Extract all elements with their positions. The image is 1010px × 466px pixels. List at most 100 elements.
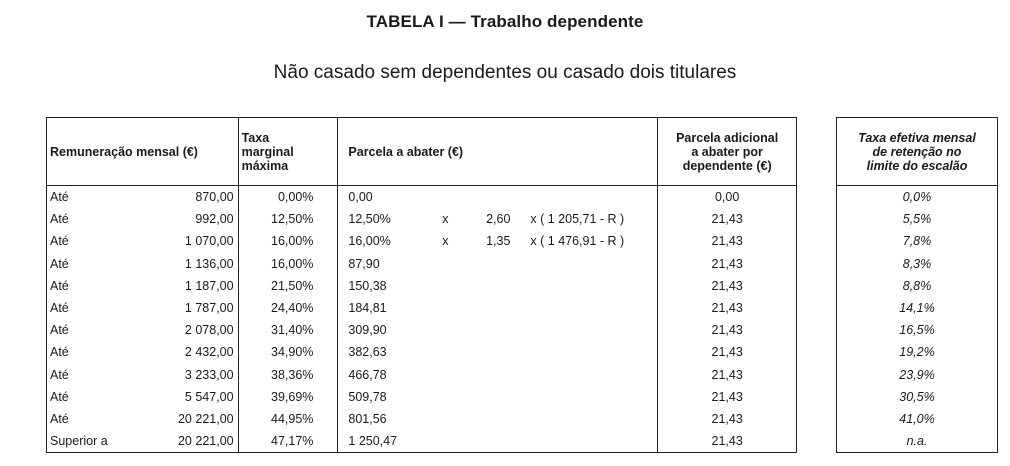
parcela-cell: 12,50% x 2,60 x ( 1 205,71 - R ) (337, 208, 659, 231)
table-row: Até 1 787,00 24,40% 184,81 21,43 (47, 296, 797, 320)
header-efetiva-line: Taxa efetiva mensal (858, 130, 976, 145)
bracket-value: 1 187,00 (168, 274, 239, 297)
table-row: 41,0% (837, 408, 998, 430)
effective-rate: 16,5% (899, 323, 935, 338)
dependent-deduction: 0,00 (714, 190, 740, 205)
bracket-value: 1 070,00 (168, 230, 239, 253)
table-row: 16,5% (837, 319, 998, 341)
effective-rate: 41,0% (899, 411, 935, 426)
times-sign: x (442, 212, 449, 227)
parcela-value: 801,56 (348, 411, 387, 426)
parcela-value: 150,38 (348, 278, 387, 293)
table-row: Superior a 20 221,00 47,17% 1 250,47 21,43 (47, 430, 797, 453)
table-row: Até 5 547,00 39,69% 509,78 21,43 (47, 385, 797, 408)
table-row: 19,2% (837, 341, 998, 363)
table-row: Até 2 078,00 31,40% 309,90 21,43 (47, 319, 797, 342)
table-row: n.a. (837, 430, 998, 453)
header-efetiva-line: de retenção no (872, 144, 962, 159)
parcela-factor: 1,35 (486, 234, 511, 249)
table-row: Até 870,00 0,00% 0,00 0,00 (47, 185, 797, 209)
parcela-cell: 1 250,47 (337, 430, 659, 453)
table-row: Até 20 221,00 44,95% 801,56 21,43 (47, 407, 797, 431)
table-row: Até 1 136,00 16,00% 87,90 21,43 (47, 252, 797, 275)
parcela-cell: 16,00% x 1,35 x ( 1 476,91 - R ) (337, 230, 659, 253)
table-row: Até 2 432,00 34,90% 382,63 21,43 (47, 341, 797, 364)
bracket-label: Até (50, 212, 69, 227)
effective-rate: 23,9% (899, 367, 935, 382)
table-row: 8,8% (837, 275, 998, 297)
dependent-deduction: 21,43 (711, 212, 743, 227)
table-header-row: Remuneração mensal (€) Taxa marginal máx… (46, 117, 797, 186)
parcela-value: 1 250,47 (348, 434, 398, 449)
marginal-rate: 21,50% (238, 274, 339, 297)
parcela-cell: 382,63 (337, 341, 659, 364)
dependent-deduction: 21,43 (711, 234, 743, 249)
header-remuneracao: Remuneração mensal (€) (46, 117, 239, 186)
marginal-rate: 31,40% (238, 319, 339, 342)
bracket-value: 3 233,00 (168, 363, 239, 386)
dependent-deduction: 21,43 (711, 323, 743, 338)
parcela-value: 509,78 (348, 389, 387, 404)
table-row: 30,5% (837, 386, 998, 408)
bracket-label: Até (50, 190, 69, 205)
parcela-value: 309,90 (348, 323, 387, 338)
header-adicional-line: a abater por (691, 144, 763, 159)
effective-rate: 14,1% (899, 301, 935, 316)
parcela-value: 382,63 (348, 345, 387, 360)
marginal-rate: 0,00% (238, 185, 339, 209)
effective-rate: n.a. (906, 434, 928, 449)
parcela-value: 466,78 (348, 367, 387, 382)
parcela-factor: 2,60 (486, 212, 511, 227)
parcela-value: 12,50% (348, 212, 391, 227)
header-adicional-line: Parcela adicional (676, 130, 779, 145)
marginal-rate: 24,40% (238, 296, 339, 320)
bracket-label: Até (50, 256, 69, 271)
dependent-deduction: 21,43 (711, 434, 743, 449)
page-subtitle: Não casado sem dependentes ou casado doi… (273, 62, 737, 83)
marginal-rate: 47,17% (238, 430, 339, 453)
header-efetiva-line: limite do escalão (866, 158, 968, 173)
bracket-value: 20 221,00 (168, 430, 239, 453)
marginal-rate: 16,00% (238, 230, 339, 253)
bracket-value: 2 432,00 (168, 341, 239, 364)
effective-rate-table: Taxa efetiva mensal de retenção no limit… (836, 117, 998, 454)
dependent-deduction: 21,43 (711, 301, 743, 316)
header-efetiva: Taxa efetiva mensal de retenção no limit… (836, 117, 998, 186)
parcela-cell: 87,90 (337, 252, 659, 275)
parcela-formula: x ( 1 205,71 - R ) (530, 212, 625, 227)
parcela-formula: x ( 1 476,91 - R ) (530, 234, 625, 249)
table-row: 14,1% (837, 297, 998, 319)
dependent-deduction: 21,43 (711, 411, 743, 426)
table-row: Até 1 187,00 21,50% 150,38 21,43 (47, 274, 797, 297)
withholding-table: Remuneração mensal (€) Taxa marginal máx… (46, 117, 797, 454)
parcela-cell: 0,00 (337, 185, 659, 209)
bracket-value: 20 221,00 (168, 407, 239, 431)
effective-rate: 0,0% (902, 190, 932, 205)
header-parcela: Parcela a abater (€) (337, 117, 659, 186)
marginal-rate: 44,95% (238, 407, 339, 431)
bracket-value: 1 787,00 (168, 296, 239, 320)
dependent-deduction: 21,43 (711, 345, 743, 360)
side-header-row: Taxa efetiva mensal de retenção no limit… (836, 117, 998, 186)
parcela-value: 16,00% (348, 234, 391, 249)
bracket-label: Até (50, 278, 69, 293)
parcela-value: 0,00 (348, 190, 373, 205)
table-row: Até 992,00 12,50% 12,50% x 2,60 x ( 1 205,71 -… (47, 208, 797, 231)
bracket-label: Até (50, 411, 69, 426)
bracket-label: Até (50, 389, 69, 404)
parcela-value: 184,81 (348, 301, 387, 316)
bracket-value: 2 078,00 (168, 319, 239, 342)
parcela-value: 87,90 (348, 256, 380, 271)
effective-rate: 7,8% (902, 234, 932, 249)
table-row: 8,3% (837, 253, 998, 275)
bracket-label: Até (50, 367, 69, 382)
parcela-cell: 184,81 (337, 296, 659, 320)
effective-rate: 8,3% (902, 256, 932, 271)
bracket-value: 5 547,00 (168, 385, 239, 408)
table-row: 23,9% (837, 364, 998, 386)
header-adicional: Parcela adicional a abater por dependent… (657, 117, 797, 186)
bracket-label: Até (50, 323, 69, 338)
marginal-rate: 34,90% (238, 341, 339, 364)
marginal-rate: 39,69% (238, 385, 339, 408)
header-taxa-line: marginal (241, 144, 294, 159)
